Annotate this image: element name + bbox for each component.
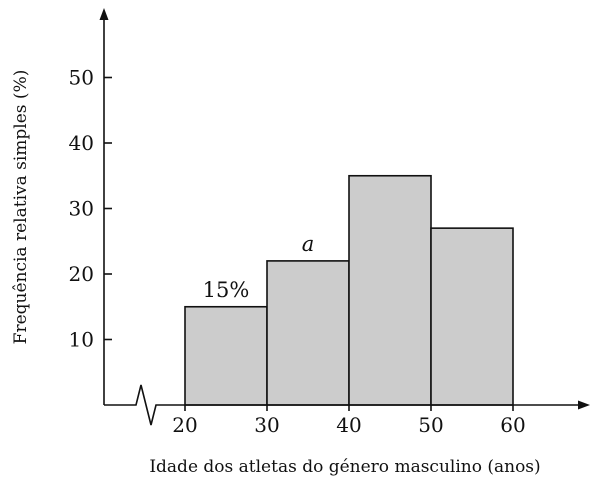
y-ticks-group: 10 20 30 40 50 xyxy=(69,66,112,352)
x-tick-label: 20 xyxy=(172,413,197,437)
histogram-bar xyxy=(266,260,350,406)
y-tick-label: 50 xyxy=(69,66,94,90)
x-tick-label: 50 xyxy=(418,413,443,437)
x-ticks-group: 20 30 40 50 60 xyxy=(172,405,526,437)
bar-annotation-label: 15% xyxy=(203,278,250,302)
x-axis-arrowhead xyxy=(578,400,590,410)
x-tick-label: 60 xyxy=(500,413,525,437)
y-tick-label: 10 xyxy=(69,328,94,352)
x-axis-title: Idade dos atletas do género masculino (a… xyxy=(149,457,540,477)
histogram-bar xyxy=(430,227,514,406)
y-tick-label: 20 xyxy=(69,262,94,286)
y-axis-arrowhead xyxy=(99,8,109,20)
histogram-bar xyxy=(184,305,268,406)
x-tick-label: 30 xyxy=(254,413,279,437)
y-tick-label: 30 xyxy=(69,197,94,221)
bars-group xyxy=(184,174,514,406)
x-tick-label: 40 xyxy=(336,413,361,437)
bar-annotation-label: a xyxy=(302,232,315,256)
y-axis-title: Frequência relativa simples (%) xyxy=(11,70,31,345)
x-axis-line-with-break xyxy=(104,384,582,426)
y-tick-label: 40 xyxy=(69,131,94,155)
annotations-group: 15% a xyxy=(203,232,315,302)
histogram-bar xyxy=(348,174,432,406)
